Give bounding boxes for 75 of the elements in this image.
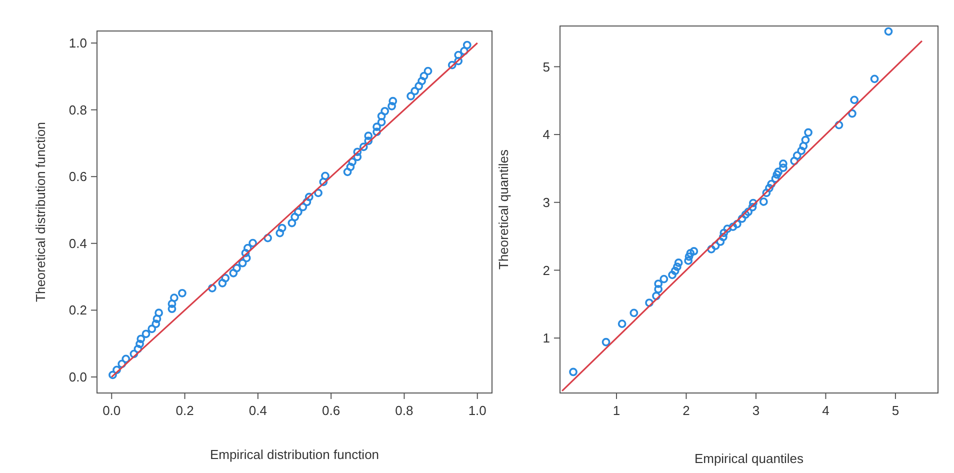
point bbox=[654, 280, 663, 288]
point bbox=[602, 338, 610, 346]
x-tick-label: 3 bbox=[752, 403, 760, 418]
x-tick-label: 1 bbox=[612, 403, 620, 418]
point bbox=[870, 74, 879, 84]
x-tick-label: 0.2 bbox=[176, 403, 194, 418]
x-tick-label: 5 bbox=[892, 403, 900, 418]
x-tick-label: 2 bbox=[682, 403, 690, 418]
point bbox=[660, 274, 668, 284]
x-tick-label: 4 bbox=[822, 403, 830, 418]
point bbox=[771, 174, 780, 183]
x-tick-label: 0.6 bbox=[322, 403, 340, 418]
point bbox=[738, 214, 746, 223]
y-tick-label: 1 bbox=[542, 330, 550, 346]
point bbox=[834, 120, 844, 130]
point bbox=[670, 266, 680, 276]
point bbox=[654, 285, 663, 294]
point bbox=[767, 180, 776, 188]
y-tick-label: 0.8 bbox=[68, 102, 87, 118]
y-tick-label: 0.0 bbox=[68, 370, 87, 385]
point bbox=[741, 210, 750, 219]
y-tick-label: 2 bbox=[542, 262, 550, 278]
point bbox=[686, 249, 695, 258]
point bbox=[748, 198, 758, 208]
point bbox=[762, 188, 771, 198]
point bbox=[674, 258, 683, 267]
y-tick-label: 0.6 bbox=[68, 169, 87, 184]
point bbox=[668, 270, 676, 280]
point bbox=[618, 320, 626, 328]
point bbox=[772, 170, 782, 179]
point bbox=[732, 220, 742, 228]
point bbox=[850, 96, 859, 104]
point bbox=[792, 151, 802, 160]
point bbox=[645, 298, 654, 307]
point bbox=[797, 146, 806, 156]
point bbox=[801, 136, 810, 144]
point bbox=[778, 164, 788, 172]
y-tick-label: 4 bbox=[542, 127, 550, 142]
point bbox=[884, 27, 893, 36]
point bbox=[778, 160, 788, 168]
x-tick-label: 0.8 bbox=[395, 403, 414, 418]
y-tick-label: 3 bbox=[542, 194, 550, 210]
point bbox=[720, 228, 728, 238]
point bbox=[765, 184, 774, 192]
point bbox=[718, 232, 728, 242]
point bbox=[774, 168, 782, 176]
y-tick-label: 0.2 bbox=[68, 302, 87, 318]
point bbox=[748, 202, 757, 212]
x-axis-title: Empirical quantiles bbox=[694, 451, 804, 466]
point bbox=[790, 156, 799, 166]
x-tick-label: 1.0 bbox=[468, 403, 486, 418]
point bbox=[728, 222, 738, 231]
point bbox=[804, 128, 812, 137]
point bbox=[652, 292, 660, 300]
point bbox=[744, 208, 753, 216]
point bbox=[684, 252, 694, 261]
point bbox=[569, 368, 578, 376]
x-axis-title: Empirical distribution function bbox=[210, 447, 380, 462]
y-tick-label: 1.0 bbox=[68, 36, 87, 51]
point bbox=[672, 262, 682, 272]
point bbox=[630, 308, 638, 318]
y-tick-label: 0.4 bbox=[68, 236, 87, 251]
point bbox=[799, 142, 808, 150]
point bbox=[690, 247, 698, 256]
point bbox=[707, 244, 716, 254]
point bbox=[716, 238, 725, 246]
x-tick-label: 0.0 bbox=[102, 403, 121, 418]
point bbox=[759, 198, 768, 206]
x-tick-label: 0.4 bbox=[248, 403, 267, 418]
point bbox=[684, 256, 693, 265]
point bbox=[723, 224, 732, 234]
point bbox=[848, 109, 856, 118]
y-axis-title: Theoretical quantiles bbox=[496, 149, 511, 270]
y-axis-title: Theoretical distribution function bbox=[33, 122, 48, 302]
y-tick-label: 5 bbox=[542, 59, 550, 74]
